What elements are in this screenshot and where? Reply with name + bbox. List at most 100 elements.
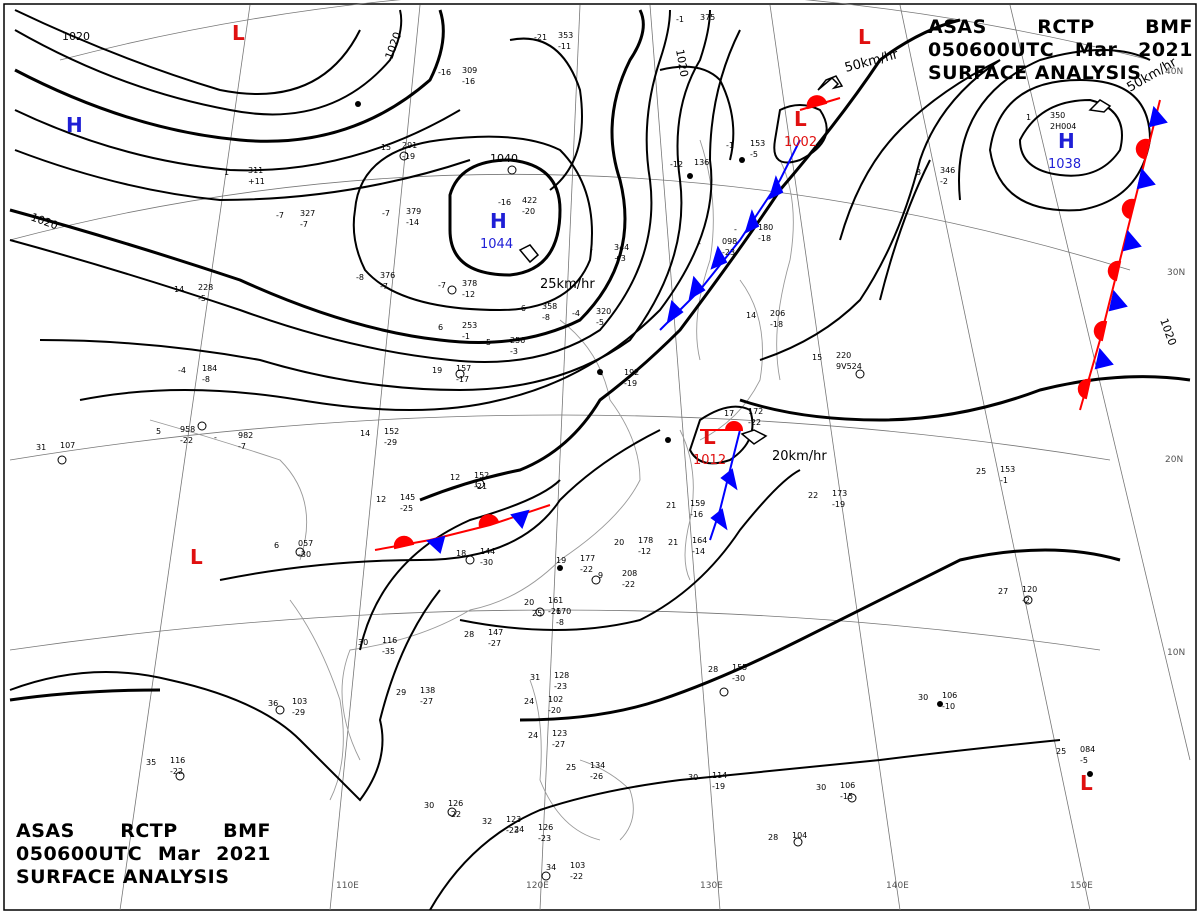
station-temperature: 1 [224, 168, 229, 177]
station-temperature: 14 [360, 429, 370, 438]
station-pressure: 134 [590, 761, 605, 770]
longitude-label: 110E [336, 881, 359, 891]
station-pressure: 177 [580, 554, 595, 563]
station-tendency: -22 [580, 565, 593, 574]
station-pressure: 159 [690, 499, 705, 508]
station-temperature: 30 [688, 773, 698, 782]
station-tendency: -17 [456, 375, 469, 384]
station-pressure: 098 [722, 237, 737, 246]
station-tendency: -19 [624, 379, 637, 388]
station-temperature: -6 [518, 304, 526, 313]
station-pressure: 220 [836, 351, 851, 360]
station-pressure: 253 [462, 321, 477, 330]
station-temperature: 24 [524, 697, 534, 706]
movement-speed-label: 25km/hr [540, 277, 595, 292]
station-temperature: 1 [1026, 113, 1031, 122]
station-temperature: -16 [438, 68, 451, 77]
station-temperature: -12 [670, 160, 683, 169]
central-pressure-label: 1012 [693, 453, 726, 468]
station-tendency: -1 [1000, 476, 1008, 485]
station-temperature: 22 [808, 491, 818, 500]
station-temperature: 14 [746, 311, 756, 320]
station-tendency: -18 [758, 234, 771, 243]
station-pressure: 375 [700, 13, 715, 22]
low-pressure-symbol: L [794, 107, 807, 131]
station-tendency: -35 [382, 647, 395, 656]
station-tendency: -12 [638, 547, 651, 556]
station-temperature: - [734, 225, 737, 234]
station-pressure: 192 [624, 368, 639, 377]
station-tendency: -2 [1022, 596, 1030, 605]
station-pressure: 173 [832, 489, 847, 498]
station-tendency: -23 [554, 682, 567, 691]
isobar-label: 1020 [673, 48, 691, 78]
station-temperature: -1 [676, 15, 684, 24]
station-tendency: -26 [590, 772, 603, 781]
station-pressure: 208 [622, 569, 637, 578]
station-tendency: -5 [596, 318, 604, 327]
station-markers [355, 101, 1093, 777]
station-pressure: 228 [198, 283, 213, 292]
longitude-label: 120E [526, 881, 549, 891]
station-temperature: 25 [566, 763, 576, 772]
station-tendency: +3 [614, 254, 626, 263]
station-temperature: 5 [486, 338, 491, 347]
station-tendency: +11 [248, 177, 265, 186]
station-temperature: -7 [438, 281, 446, 290]
station-tendency: -30 [480, 558, 493, 567]
station-temperature: - [600, 370, 603, 379]
station-pressure: 126 [448, 799, 463, 808]
station-temperature: 21 [668, 538, 678, 547]
header-bureau: BMF [223, 820, 271, 842]
station-temperature: -15 [378, 143, 391, 152]
station-tendency: -12 [462, 290, 475, 299]
station-pressure: 311 [248, 166, 263, 175]
station-pressure: 120 [1022, 585, 1037, 594]
station-pressure: 106 [840, 781, 855, 790]
station-temperature: 25 [976, 467, 986, 476]
station-temperature: -21 [534, 33, 547, 42]
station-temperature: 27 [998, 587, 1008, 596]
station-pressure: 178 [638, 536, 653, 545]
station-temperature: -8 [356, 273, 364, 282]
station-pressure: 422 [522, 196, 537, 205]
station-pressure: 152 [474, 471, 489, 480]
station-pressure: 138 [420, 686, 435, 695]
longitude-label: 130E [700, 881, 723, 891]
header-year: 2021 [216, 843, 271, 865]
station-pressure: 378 [462, 279, 477, 288]
header-title: SURFACE ANALYSIS [928, 62, 1142, 84]
station-tendency: -26 [548, 607, 561, 616]
station-temperature: 25 [1056, 747, 1066, 756]
station-temperature: 24 [514, 825, 524, 834]
station-pressure: 153 [750, 139, 765, 148]
station-pressure: 123 [506, 815, 521, 824]
station-temperature: 30 [918, 693, 928, 702]
station-tendency: -19 [712, 782, 725, 791]
station-pressure: 106 [942, 691, 957, 700]
station-tendency: -8 [542, 313, 550, 322]
station-temperature: 15 [812, 353, 822, 362]
station-pressure: 116 [382, 636, 397, 645]
station-tendency: -14 [406, 218, 419, 227]
station-pressure: 152 [384, 427, 399, 436]
station-temperature: 9 [598, 571, 603, 580]
latitude-label: 20N [1165, 455, 1183, 465]
stationary-front-east [1077, 99, 1168, 411]
station-pressure: 153 [1000, 465, 1015, 474]
analysis-header-top: ASAS RCTP BMF 050600UTC Mar 2021 SURFACE ANA… [928, 16, 1193, 85]
station-temperature: 35 [146, 758, 156, 767]
isobar-label: 1040 [490, 152, 518, 165]
station-pressure: 353 [558, 31, 573, 40]
station-pressure: 206 [770, 309, 785, 318]
station-temperature: 31 [36, 443, 46, 452]
station-pressure: 107 [60, 441, 75, 450]
station-temperature: 19 [556, 556, 566, 565]
station-temperature: 24 [528, 731, 538, 740]
station-temperature: 20 [524, 598, 534, 607]
station-temperature: 34 [546, 863, 556, 872]
station-tendency: -11 [558, 42, 571, 51]
coastlines [149, 139, 794, 841]
header-title: SURFACE ANALYSIS [16, 866, 230, 888]
station-temperature: 31 [530, 673, 540, 682]
